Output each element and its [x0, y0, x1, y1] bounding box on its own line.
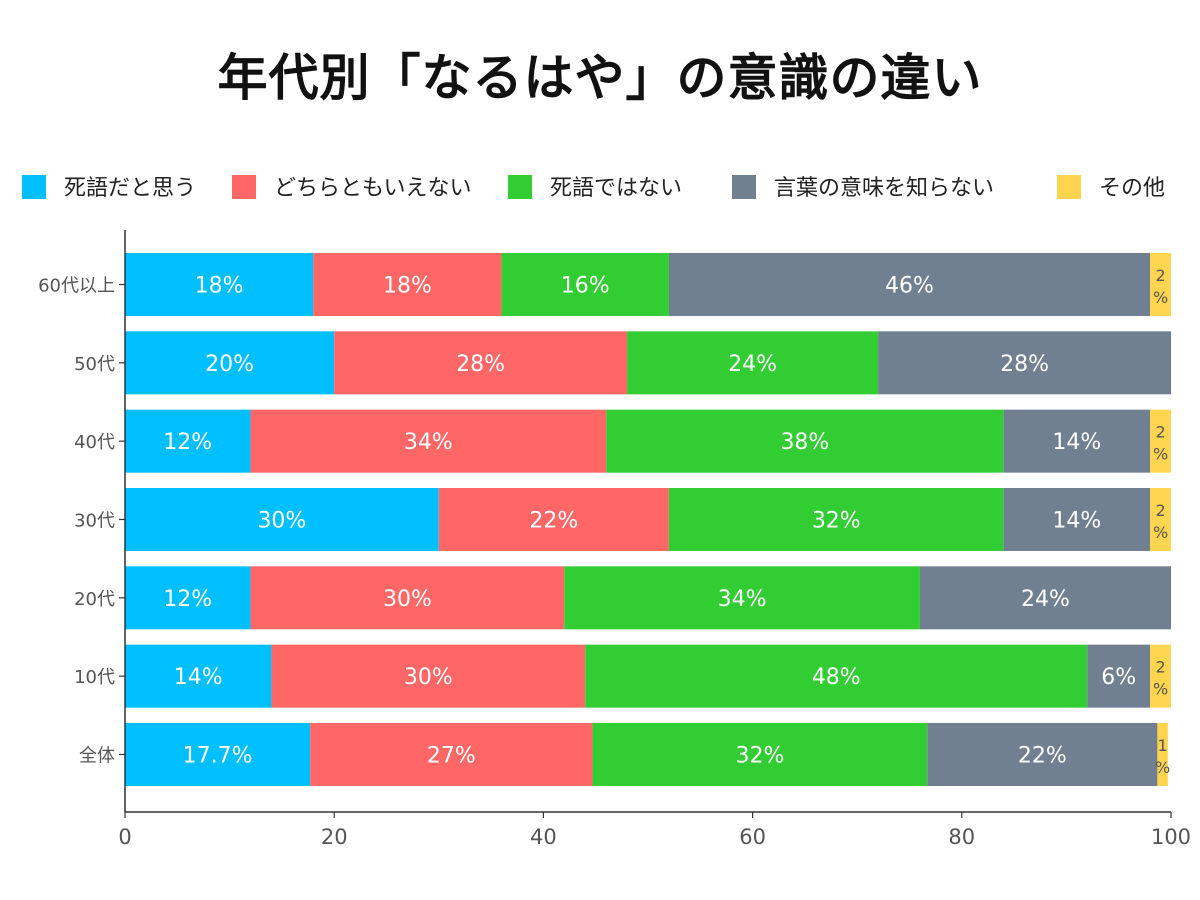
- bar-label: 14%: [174, 665, 223, 690]
- bar-label: 34%: [404, 430, 453, 455]
- bar-label: %: [1153, 288, 1168, 307]
- bar-label: 34%: [718, 587, 767, 612]
- bar-label: 48%: [812, 665, 861, 690]
- bar-label: 46%: [885, 274, 934, 299]
- bar-segment: [592, 722, 928, 786]
- y-tick-label: 50代: [74, 354, 115, 375]
- bar-segment: [125, 487, 439, 551]
- bar-segment: [1150, 644, 1171, 708]
- bar-label: 16%: [561, 274, 610, 299]
- x-tick-label: 100: [1151, 825, 1191, 849]
- bar-segment: [919, 566, 1171, 630]
- bar-label: 32%: [812, 508, 861, 533]
- bar-label: 2: [1155, 658, 1165, 677]
- bar-segment: [125, 409, 251, 473]
- bar-label: 12%: [163, 430, 212, 455]
- bar-segment: [1003, 487, 1151, 551]
- bar-label: %: [1153, 445, 1168, 464]
- bar-label: 14%: [1052, 508, 1101, 533]
- bar-label: 30%: [404, 665, 453, 690]
- bar-label: 18%: [383, 274, 432, 299]
- bar-segment: [125, 566, 251, 630]
- bar-segment: [125, 331, 335, 395]
- legend-swatch-4: [732, 175, 756, 199]
- y-tick-label: 40代: [74, 432, 115, 453]
- legend-label-3: 死語ではない: [550, 176, 682, 201]
- bar-label: 2: [1155, 501, 1165, 520]
- x-tick-label: 40: [530, 825, 557, 849]
- bar-segment: [501, 253, 669, 316]
- bar-label: 22%: [529, 508, 578, 533]
- bar-segment: [1087, 644, 1151, 708]
- bar-segment: [125, 722, 311, 786]
- bar-label: 20%: [205, 352, 254, 377]
- bar-segment: [313, 253, 502, 316]
- bar-label: %: [1155, 758, 1170, 777]
- bar-label: 28%: [456, 352, 505, 377]
- bar-segment: [250, 566, 565, 630]
- x-tick-label: 20: [321, 825, 348, 849]
- bar-label: 24%: [1021, 587, 1070, 612]
- bar-label: 22%: [1018, 743, 1067, 768]
- bar-label: 1: [1158, 736, 1168, 755]
- bar-label: 12%: [163, 587, 212, 612]
- x-tick-label: 60: [739, 825, 766, 849]
- bar-label: %: [1153, 523, 1168, 542]
- bar-label: 28%: [1000, 352, 1049, 377]
- bar-label: 2: [1155, 266, 1165, 285]
- bar-segment: [1150, 253, 1171, 316]
- bar-label: 17.7%: [183, 743, 253, 768]
- y-tick-label: 30代: [74, 510, 115, 531]
- legend-swatch-3: [508, 175, 532, 199]
- y-tick-label: 全体: [79, 745, 115, 766]
- bar-segment: [334, 331, 628, 395]
- legend-label-1: 死語だと思う: [64, 176, 196, 201]
- bar-segment: [585, 644, 1088, 708]
- bar-segment: [1150, 409, 1171, 473]
- y-tick-label: 60代以上: [38, 276, 115, 297]
- legend-swatch-1: [22, 175, 46, 199]
- bar-label: 38%: [780, 430, 829, 455]
- chart-title: 年代別「なるはや」の意識の違い: [217, 49, 983, 107]
- bar-segment: [271, 644, 586, 708]
- x-tick-label: 0: [118, 825, 131, 849]
- bar-segment: [125, 253, 314, 316]
- bar-segment: [125, 644, 272, 708]
- bar-label: 6%: [1101, 665, 1136, 690]
- bar-label: 32%: [735, 743, 784, 768]
- bar-segment: [627, 331, 879, 395]
- bars-group: 18% 18% 16% 46% 2%20% 28% 24% 28%12% 34% 38% 14% 2%…: [125, 253, 1171, 786]
- legend-label-4: 言葉の意味を知らない: [774, 176, 994, 201]
- bar-label: 30%: [257, 508, 306, 533]
- bar-label: 24%: [728, 352, 777, 377]
- legend-label-2: どちらともいえない: [274, 176, 472, 201]
- bar-segment: [668, 487, 1004, 551]
- bar-segment: [250, 409, 607, 473]
- bar-label: 14%: [1052, 430, 1101, 455]
- bar-segment: [878, 331, 1171, 395]
- bar-segment: [1003, 409, 1151, 473]
- bar-segment: [668, 253, 1151, 316]
- legend-label-5: その他: [1099, 176, 1165, 201]
- y-tick-label: 20代: [74, 589, 115, 610]
- legend-swatch-5: [1057, 175, 1081, 199]
- bar-segment: [1157, 722, 1168, 786]
- bar-segment: [1150, 487, 1171, 551]
- y-tick-label: 10代: [74, 667, 115, 688]
- legend: 死語だと思う どちらともいえない 死語ではない 言葉の意味を知らない その他: [22, 175, 1165, 201]
- legend-swatch-2: [232, 175, 256, 199]
- bar-label: 2: [1155, 423, 1165, 442]
- bar-segment: [606, 409, 1004, 473]
- bar-segment: [310, 722, 593, 786]
- bar-segment: [438, 487, 669, 551]
- bar-label: 30%: [383, 587, 432, 612]
- bar-label: 27%: [427, 743, 476, 768]
- x-tick-label: 80: [948, 825, 975, 849]
- bar-label: 18%: [195, 274, 244, 299]
- bar-segment: [564, 566, 920, 630]
- bar-segment: [927, 722, 1158, 786]
- bar-label: %: [1153, 680, 1168, 699]
